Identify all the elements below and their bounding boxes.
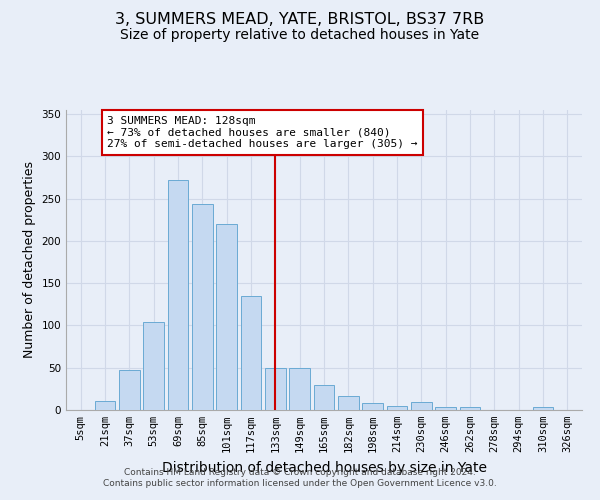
Bar xyxy=(192,204,212,410)
Bar xyxy=(386,406,407,410)
Bar xyxy=(95,400,115,410)
Text: 3 SUMMERS MEAD: 128sqm
← 73% of detached houses are smaller (840)
27% of semi-de: 3 SUMMERS MEAD: 128sqm ← 73% of detached… xyxy=(107,116,418,149)
Y-axis label: Number of detached properties: Number of detached properties xyxy=(23,162,36,358)
Bar xyxy=(265,368,286,410)
Text: Size of property relative to detached houses in Yate: Size of property relative to detached ho… xyxy=(121,28,479,42)
Bar xyxy=(362,403,383,410)
Bar xyxy=(143,322,164,410)
Text: Contains HM Land Registry data © Crown copyright and database right 2024.
Contai: Contains HM Land Registry data © Crown c… xyxy=(103,468,497,487)
Bar xyxy=(338,396,359,410)
Bar xyxy=(216,224,237,410)
Text: 3, SUMMERS MEAD, YATE, BRISTOL, BS37 7RB: 3, SUMMERS MEAD, YATE, BRISTOL, BS37 7RB xyxy=(115,12,485,28)
Bar xyxy=(411,402,432,410)
Bar xyxy=(119,370,140,410)
Bar xyxy=(460,408,481,410)
Bar xyxy=(436,408,456,410)
X-axis label: Distribution of detached houses by size in Yate: Distribution of detached houses by size … xyxy=(161,460,487,474)
Bar xyxy=(167,180,188,410)
Bar xyxy=(314,384,334,410)
Bar xyxy=(241,296,262,410)
Bar xyxy=(289,368,310,410)
Bar xyxy=(533,406,553,410)
